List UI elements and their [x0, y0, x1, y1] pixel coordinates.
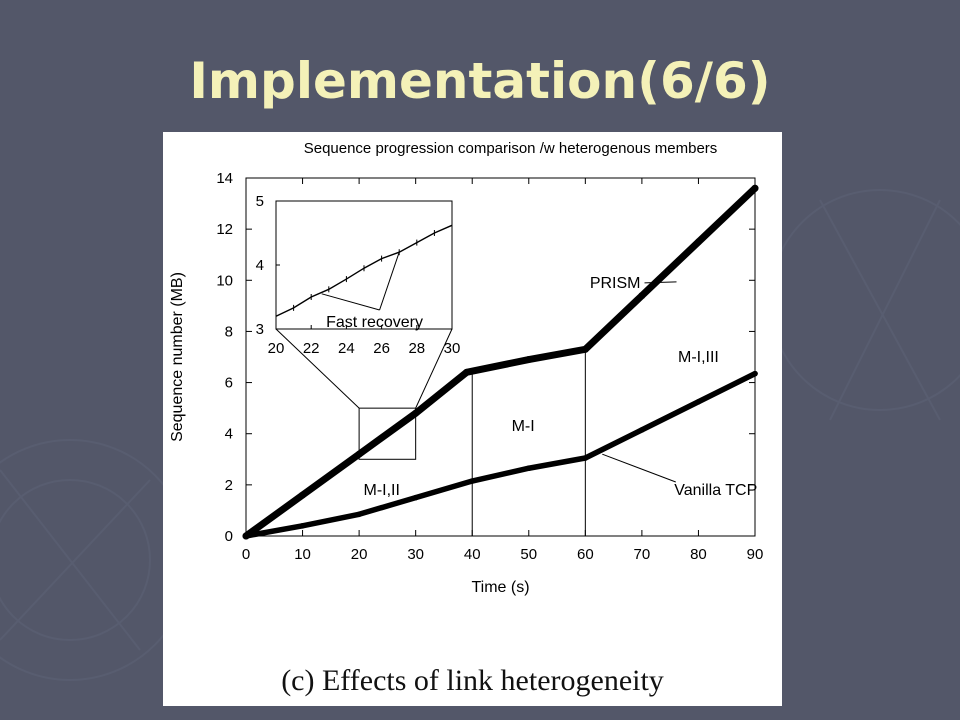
sequence-chart: Sequence progression comparison /w heter… — [169, 140, 764, 596]
inset-x-tick-label: 24 — [338, 340, 355, 357]
data-point-vanilla-tcp — [525, 465, 532, 472]
vanilla-tcp-arrow — [602, 453, 676, 483]
figure-caption: (c) Effects of link heterogeneity — [281, 664, 664, 697]
series-line-vanilla-tcp — [243, 370, 758, 539]
data-point-vanilla-tcp — [752, 370, 758, 377]
inset-x-tick-label: 26 — [373, 340, 390, 357]
data-point-prism — [525, 356, 533, 364]
x-tick-label: 80 — [690, 546, 707, 563]
inset-y-tick-label: 4 — [256, 257, 264, 274]
x-tick-label: 90 — [747, 546, 764, 563]
x-tick-label: 0 — [242, 546, 250, 563]
figure: Sequence progression comparison /w heter… — [163, 132, 782, 706]
x-tick-label: 70 — [634, 546, 651, 563]
x-tick-label: 20 — [351, 546, 368, 563]
y-tick-label: 12 — [216, 221, 233, 238]
inset-x-tick-label: 22 — [303, 340, 320, 357]
plot-frame — [245, 177, 756, 537]
data-point-prism — [638, 292, 646, 300]
inset-y-tick-label: 3 — [256, 321, 264, 338]
data-point-prism — [581, 345, 589, 353]
x-tick-label: 60 — [577, 546, 594, 563]
phase-label-m-i-ii: M-I,II — [364, 482, 400, 499]
series-line-prism — [242, 184, 759, 540]
data-point-vanilla-tcp — [243, 533, 249, 539]
x-tick-label: 10 — [294, 546, 311, 563]
phase-label-m-i-iii: M-I,III — [678, 349, 719, 366]
inset-x-tick-label: 20 — [268, 340, 285, 357]
data-point-vanilla-tcp — [356, 511, 362, 518]
y-tick-label: 6 — [225, 375, 233, 392]
fast-recovery-label: Fast recovery — [326, 314, 423, 331]
data-point-vanilla-tcp — [469, 478, 476, 484]
inset-y-tick-label: 5 — [256, 193, 264, 210]
y-tick-label: 8 — [225, 323, 233, 340]
y-tick-label: 4 — [225, 426, 233, 443]
vanilla-tcp-label: Vanilla TCP — [674, 482, 757, 499]
data-point-prism — [694, 238, 702, 246]
chart-title: Sequence progression comparison /w heter… — [304, 140, 718, 157]
data-point-prism — [463, 368, 471, 376]
y-axis-label: Sequence number (MB) — [169, 272, 186, 442]
x-tick-label: 50 — [520, 546, 537, 563]
fast-recovery-arrow-right — [379, 252, 400, 311]
x-tick-label: 40 — [464, 546, 481, 563]
zoom-connector-right — [415, 328, 453, 409]
inset-frame — [275, 200, 453, 330]
data-point-prism — [751, 184, 759, 192]
y-tick-label: 0 — [225, 528, 233, 545]
y-tick-label: 10 — [216, 272, 233, 289]
x-axis-label: Time (s) — [471, 579, 529, 596]
phase-label-m-i: M-I — [512, 418, 535, 435]
data-point-prism — [299, 491, 307, 499]
inset-x-tick-label: 30 — [444, 340, 461, 357]
inset-x-tick-label: 28 — [408, 340, 425, 357]
data-point-vanilla-tcp — [582, 455, 589, 461]
data-point-vanilla-tcp — [412, 494, 419, 501]
fast-recovery-arrow-left — [321, 293, 380, 311]
prism-arrow — [644, 281, 677, 284]
data-point-vanilla-tcp — [695, 398, 702, 405]
y-tick-label: 14 — [216, 170, 233, 187]
slide-title: Implementation(6/6) — [189, 52, 771, 110]
zoom-region-box — [358, 407, 417, 460]
data-point-vanilla-tcp — [639, 427, 645, 433]
prism-label: PRISM — [590, 275, 641, 292]
data-point-vanilla-tcp — [299, 522, 306, 529]
y-tick-label: 2 — [225, 477, 233, 494]
zoom-connector-left — [275, 328, 360, 409]
x-tick-label: 30 — [407, 546, 424, 563]
